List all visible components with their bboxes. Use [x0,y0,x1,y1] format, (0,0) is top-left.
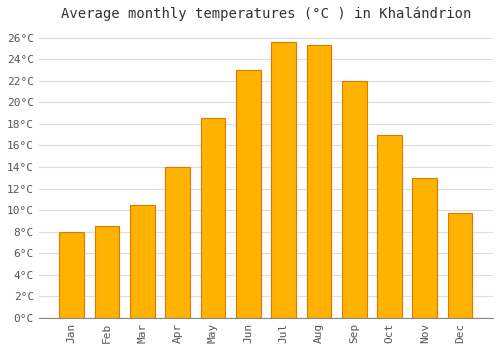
Bar [130,205,155,318]
Title: Average monthly temperatures (°C ) in Khalándrion: Average monthly temperatures (°C ) in Kh… [60,7,471,21]
Bar [342,81,366,318]
Bar [166,167,190,318]
Bar [200,118,226,318]
Bar [60,232,84,318]
Bar [412,178,437,318]
Bar [94,226,120,318]
Bar [271,42,296,318]
Bar [236,70,260,318]
Bar [377,135,402,318]
Bar [306,45,331,318]
Bar [448,214,472,318]
